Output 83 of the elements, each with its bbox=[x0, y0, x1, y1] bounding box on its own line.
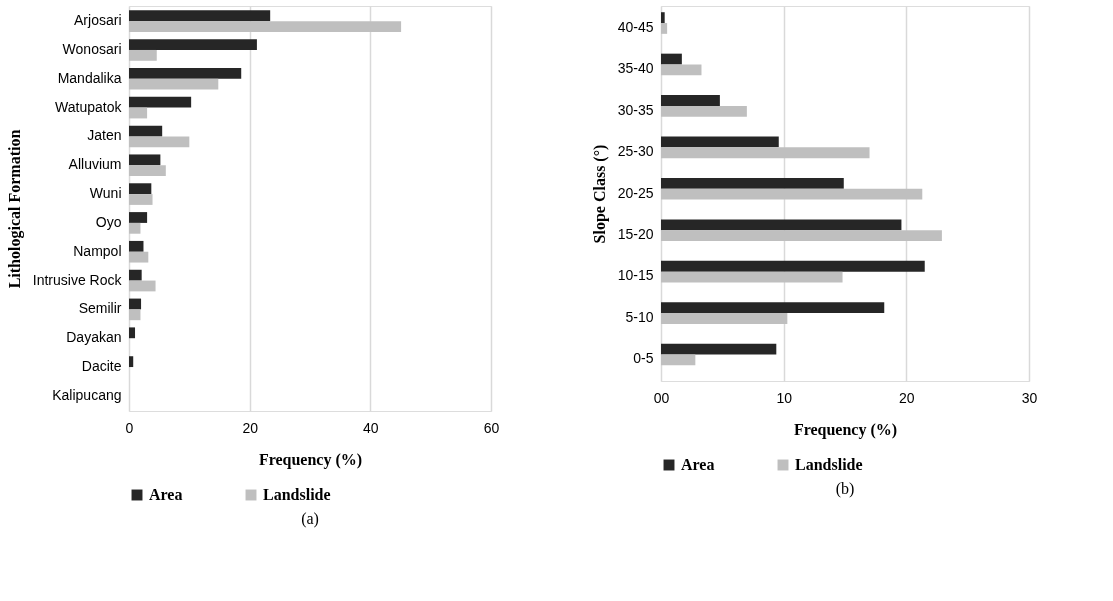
y-tick-label: Oyo bbox=[95, 213, 122, 230]
bar bbox=[129, 21, 402, 32]
bar bbox=[661, 219, 902, 231]
x-tick-label: 0 bbox=[125, 419, 134, 436]
bar bbox=[129, 154, 161, 166]
bar bbox=[661, 95, 720, 106]
x-axis-title: Frequency (%) bbox=[258, 450, 363, 469]
y-tick-label: Arjosari bbox=[74, 12, 122, 29]
text: (a) bbox=[301, 510, 319, 528]
bar bbox=[661, 302, 885, 314]
bar bbox=[129, 39, 257, 50]
text: (b) bbox=[835, 480, 855, 498]
bar bbox=[661, 230, 942, 242]
y-axis-title: Lithological Formation bbox=[5, 129, 24, 289]
y-tick-label: Wuni bbox=[89, 185, 122, 202]
bar bbox=[129, 136, 190, 148]
y-tick-label: 30-35 bbox=[617, 101, 654, 118]
bar bbox=[661, 260, 925, 272]
y-tick-label: 35-40 bbox=[617, 60, 654, 77]
y-tick-label: Jaten bbox=[87, 127, 122, 144]
y-tick-label: Dayakan bbox=[66, 329, 122, 346]
x-tick-label: 20 bbox=[242, 419, 259, 436]
x-tick-label: 00 bbox=[653, 389, 670, 406]
y-tick-label: 15-20 bbox=[617, 225, 654, 242]
y-tick-label: Watupatok bbox=[55, 98, 123, 115]
y-tick-label: Mandalika bbox=[57, 69, 122, 86]
legend-label: Area bbox=[149, 486, 183, 503]
x-tick-label: 40 bbox=[363, 419, 379, 436]
bar bbox=[129, 269, 142, 281]
bar bbox=[129, 107, 148, 119]
bar bbox=[661, 188, 923, 200]
bar bbox=[129, 298, 142, 310]
y-tick-label: 5-10 bbox=[625, 308, 654, 325]
y-tick-label: Alluvium bbox=[68, 156, 122, 173]
bar bbox=[129, 10, 271, 22]
y-tick-label: 10-15 bbox=[617, 267, 654, 284]
bar bbox=[129, 280, 156, 292]
bar bbox=[129, 96, 192, 108]
bar bbox=[129, 78, 219, 90]
y-tick-label: Intrusive Rock bbox=[32, 271, 123, 288]
bar bbox=[661, 343, 777, 355]
y-tick-label: 40-45 bbox=[617, 18, 654, 35]
bar bbox=[129, 309, 141, 321]
bar bbox=[661, 147, 870, 159]
bar bbox=[129, 212, 148, 223]
y-tick-label: 25-30 bbox=[617, 143, 654, 160]
y-tick-label: 0-5 bbox=[633, 350, 654, 367]
bar bbox=[129, 49, 157, 61]
legend-label: Landslide bbox=[795, 456, 863, 473]
bar bbox=[129, 327, 136, 339]
bar bbox=[661, 177, 844, 189]
bar bbox=[661, 12, 665, 24]
x-tick-label: 30 bbox=[1021, 389, 1038, 406]
bar bbox=[661, 271, 843, 283]
bar bbox=[129, 240, 144, 252]
bar bbox=[661, 313, 788, 324]
x-tick-label: 10 bbox=[776, 389, 793, 406]
bar bbox=[129, 194, 153, 205]
y-tick-label: Kalipucang bbox=[52, 386, 122, 403]
bar bbox=[129, 183, 152, 195]
y-tick-label: Semilir bbox=[78, 300, 122, 317]
bar bbox=[661, 136, 779, 148]
y-tick-label: Dacite bbox=[81, 358, 122, 375]
x-tick-label: 20 bbox=[899, 389, 915, 406]
bar bbox=[129, 67, 242, 79]
legend-label: Area bbox=[681, 456, 715, 473]
x-tick-label: 60 bbox=[483, 419, 500, 436]
bar bbox=[661, 354, 696, 366]
bar bbox=[129, 125, 163, 137]
bar bbox=[129, 251, 149, 263]
bar bbox=[661, 53, 682, 65]
bar bbox=[129, 165, 166, 177]
y-tick-label: Wonosari bbox=[62, 40, 122, 57]
bar bbox=[129, 222, 141, 234]
y-axis-title: Slope Class (°) bbox=[590, 144, 609, 244]
bar bbox=[661, 105, 747, 117]
bar bbox=[661, 64, 702, 76]
y-tick-label: 20-25 bbox=[617, 184, 654, 201]
bar bbox=[129, 356, 134, 368]
y-tick-label: Nampol bbox=[73, 242, 122, 259]
x-axis-title: Frequency (%) bbox=[793, 420, 898, 439]
legend-label: Landslide bbox=[263, 486, 331, 503]
bar bbox=[661, 23, 668, 34]
